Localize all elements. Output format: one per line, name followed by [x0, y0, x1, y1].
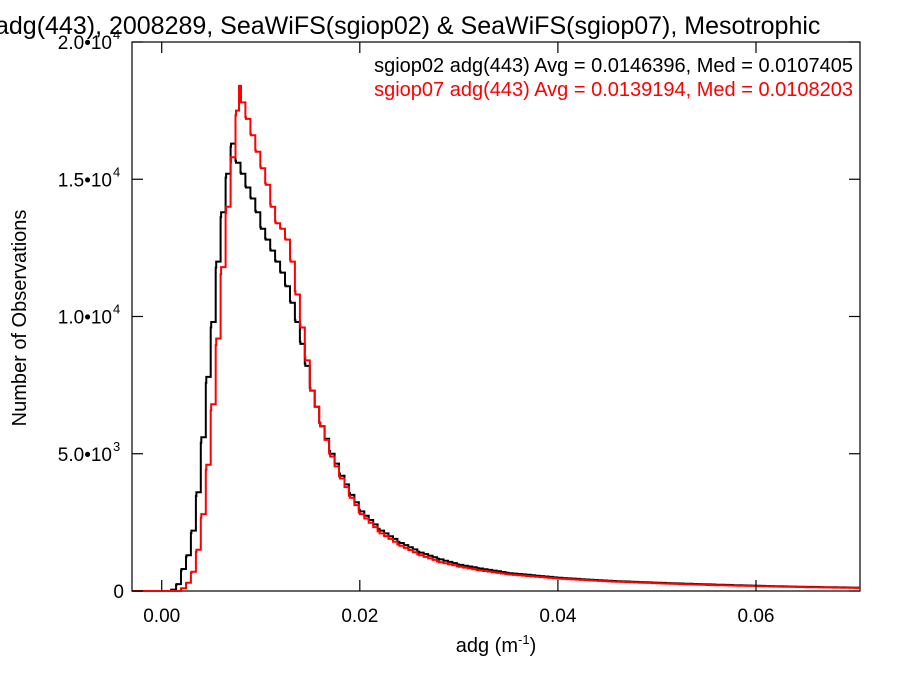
y-axis-label: Number of Observations [9, 210, 31, 427]
series-line-sgiop07 [132, 84, 860, 592]
legend-entry-sgiop07: sgiop07 adg(443) Avg = 0.0139194, Med = … [374, 79, 853, 101]
x-tick-label-0.06: 0.06 [738, 606, 775, 627]
y-tick-label-0: 0 [113, 582, 124, 603]
y-tick-label-15000: 1.5•10 [58, 170, 112, 191]
x-axis-label-superscript: -1 [518, 632, 530, 647]
plot-frame [131, 41, 861, 592]
y-tick-exponent-20000: 4 [113, 27, 120, 42]
series-line-sgiop02 [132, 142, 860, 592]
x-tick-label-0.04: 0.04 [539, 606, 576, 627]
chart-title: adg(443), 2008289, SeaWiFS(sgiop02) & Se… [0, 12, 820, 40]
y-tick-label-10000: 1.0•10 [58, 308, 112, 329]
legend-entry-sgiop02: sgiop02 adg(443) Avg = 0.0146396, Med = … [374, 55, 853, 77]
x-tick-label-0.02: 0.02 [341, 606, 378, 627]
y-tick-label-20000: 2.0•10 [58, 33, 112, 54]
y-tick-exponent-10000: 4 [113, 302, 120, 317]
legend: sgiop02 adg(443) Avg = 0.0146396, Med = … [374, 55, 853, 101]
x-tick-label-0.00: 0.00 [143, 606, 180, 627]
x-axis-label-close: ) [530, 635, 537, 657]
y-tick-exponent-15000: 4 [113, 164, 120, 179]
y-tick-label-5000: 5.0•10 [58, 445, 112, 466]
series-layer [132, 84, 860, 592]
x-axis-label: adg (m-1) [456, 632, 536, 657]
x-axis-label-text: adg (m [456, 635, 518, 657]
y-tick-exponent-5000: 3 [113, 439, 120, 454]
